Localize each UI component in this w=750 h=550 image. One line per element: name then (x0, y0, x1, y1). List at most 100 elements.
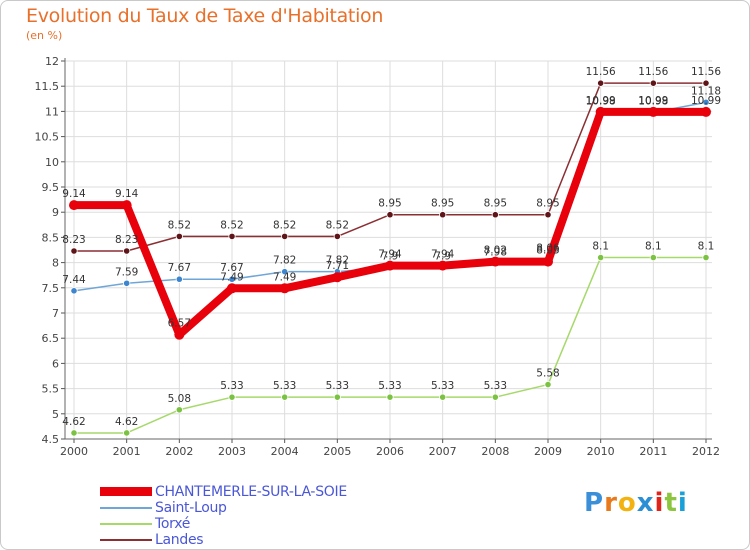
data-point (701, 106, 711, 117)
y-tick-label: 5 (52, 408, 59, 421)
data-label: 8.95 (431, 198, 454, 210)
data-label: 7.9 (382, 251, 399, 263)
data-point (69, 200, 79, 211)
data-point (491, 211, 499, 219)
y-tick-label: 8 (52, 257, 59, 270)
logo-letter: i (654, 488, 665, 518)
data-point (227, 283, 237, 294)
data-point (491, 393, 499, 401)
data-label: 7.82 (326, 255, 349, 267)
x-tick-label: 2000 (60, 445, 88, 458)
data-point (386, 211, 394, 219)
data-point (490, 256, 501, 267)
y-tick-label: 6.5 (42, 332, 60, 345)
data-label: 8.95 (484, 198, 507, 210)
x-tick-label: 2006 (376, 445, 404, 458)
x-tick-label: 2007 (429, 445, 457, 458)
data-label: 5.33 (378, 380, 401, 392)
data-label: 6.57 (168, 318, 191, 330)
data-point (121, 200, 132, 211)
data-point (544, 380, 552, 389)
data-point (123, 429, 131, 437)
logo-letter: r (604, 488, 618, 518)
data-label: 8.23 (62, 234, 85, 246)
logo-letter: i (677, 488, 688, 518)
data-point (439, 211, 447, 219)
logo-letter: o (617, 488, 637, 518)
data-point (544, 211, 552, 219)
data-label: 7.94 (378, 249, 402, 261)
legend-label-chantemerle: CHANTEMERLE-SUR-LA-SOIE (155, 484, 347, 500)
data-point (333, 232, 341, 240)
data-label: 8.95 (536, 198, 559, 210)
x-tick-label: 2011 (639, 445, 667, 458)
x-tick-label: 2009 (534, 445, 562, 458)
data-point (702, 98, 710, 106)
legend-label-saint-loup: Saint-Loup (155, 500, 227, 516)
data-label: 7.82 (273, 255, 296, 267)
chart-title: Evolution du Taux de Taxe d'Habitation (26, 5, 384, 27)
data-point (649, 253, 657, 262)
data-point (333, 393, 341, 401)
axis-layer: 4.555.566.577.588.599.51010.51111.512200… (35, 55, 721, 458)
legend-swatch-landes (100, 539, 152, 541)
data-label: 5.33 (484, 380, 507, 392)
data-point (281, 268, 289, 276)
x-tick-label: 2008 (481, 445, 509, 458)
data-label: 8.52 (168, 219, 191, 231)
data-point (439, 393, 447, 401)
data-label: 7.44 (62, 274, 86, 286)
data-label: 5.33 (326, 380, 349, 392)
y-tick-label: 7.5 (42, 282, 60, 295)
data-label: 7.71 (326, 260, 349, 272)
data-label: 8.52 (326, 219, 349, 231)
data-point (597, 253, 605, 262)
data-label: 7.59 (115, 266, 138, 278)
data-label: 8.52 (273, 219, 296, 231)
data-point (70, 247, 78, 255)
data-label: 11.56 (586, 66, 616, 78)
y-tick-label: 5.5 (42, 383, 60, 396)
data-label: 11.56 (691, 66, 721, 78)
data-point (386, 393, 394, 401)
x-tick-label: 2012 (692, 445, 720, 458)
data-point (228, 232, 236, 240)
data-point (123, 279, 131, 287)
data-label: 8.1 (645, 241, 662, 253)
proxiti-logo: Proxiti (584, 488, 688, 518)
data-label: 10.98 (586, 95, 616, 107)
data-point (702, 253, 710, 262)
data-point (648, 106, 659, 117)
data-point (543, 256, 553, 267)
data-label: 8.06 (536, 243, 560, 255)
data-label: 5.33 (220, 380, 243, 392)
data-label: 9.14 (62, 188, 86, 200)
data-label: 5.58 (536, 368, 559, 380)
data-label: 10.98 (638, 95, 668, 107)
data-label: 10.99 (691, 95, 721, 107)
y-tick-label: 11.5 (35, 80, 60, 93)
y-tick-label: 10 (45, 156, 59, 169)
data-label: 8.02 (484, 245, 507, 257)
data-label: 10.99 (638, 95, 668, 107)
y-tick-label: 7 (52, 307, 59, 320)
x-tick-label: 2005 (323, 445, 351, 458)
series-layer (69, 79, 711, 437)
data-label: 4.62 (62, 416, 85, 428)
data-point (595, 106, 606, 117)
data-label: 5.33 (273, 380, 296, 392)
y-tick-label: 11 (45, 105, 59, 118)
data-point (702, 79, 710, 87)
data-label: 7.49 (220, 271, 243, 283)
data-point (228, 393, 236, 401)
legend-swatch-chantemerle (100, 487, 152, 496)
data-label: 10.99 (586, 95, 616, 107)
data-point (175, 406, 183, 414)
data-point (174, 329, 185, 340)
y-tick-label: 9.5 (42, 181, 60, 194)
legend-label-landes: Landes (155, 532, 204, 548)
x-tick-label: 2003 (218, 445, 246, 458)
data-point (228, 275, 236, 283)
y-tick-label: 12 (45, 55, 59, 68)
